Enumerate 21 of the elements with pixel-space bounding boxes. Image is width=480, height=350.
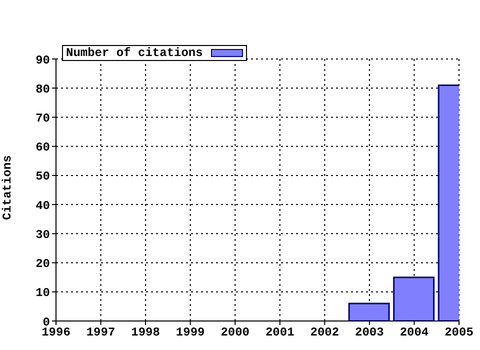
y-tick-label: 20: [36, 257, 50, 272]
x-tick-label: 2003: [355, 326, 384, 340]
x-tick-label: 1996: [42, 326, 70, 340]
x-tick-label: 2004: [400, 326, 429, 340]
x-tick-label: 1998: [131, 326, 160, 340]
y-tick-label: 40: [36, 198, 50, 213]
y-axis-title: Citations: [0, 155, 14, 220]
x-tick-label: 2005: [444, 326, 474, 340]
x-tick-label: 1997: [86, 326, 116, 340]
y-tick-label: 30: [36, 228, 50, 242]
x-tick-label: 2002: [310, 326, 340, 340]
y-tick-label: 70: [36, 111, 50, 126]
x-tick-label: 2001: [265, 326, 294, 340]
y-tick-label: 80: [36, 82, 50, 96]
y-tick-label: 90: [36, 53, 50, 68]
x-tick-label: 2000: [220, 326, 250, 340]
x-tick-label: 1999: [176, 326, 205, 340]
legend-label: Number of citations: [66, 46, 203, 60]
y-tick-label: 50: [36, 170, 50, 184]
y-tick-label: 60: [36, 140, 50, 155]
y-tick-label: 10: [36, 286, 50, 300]
